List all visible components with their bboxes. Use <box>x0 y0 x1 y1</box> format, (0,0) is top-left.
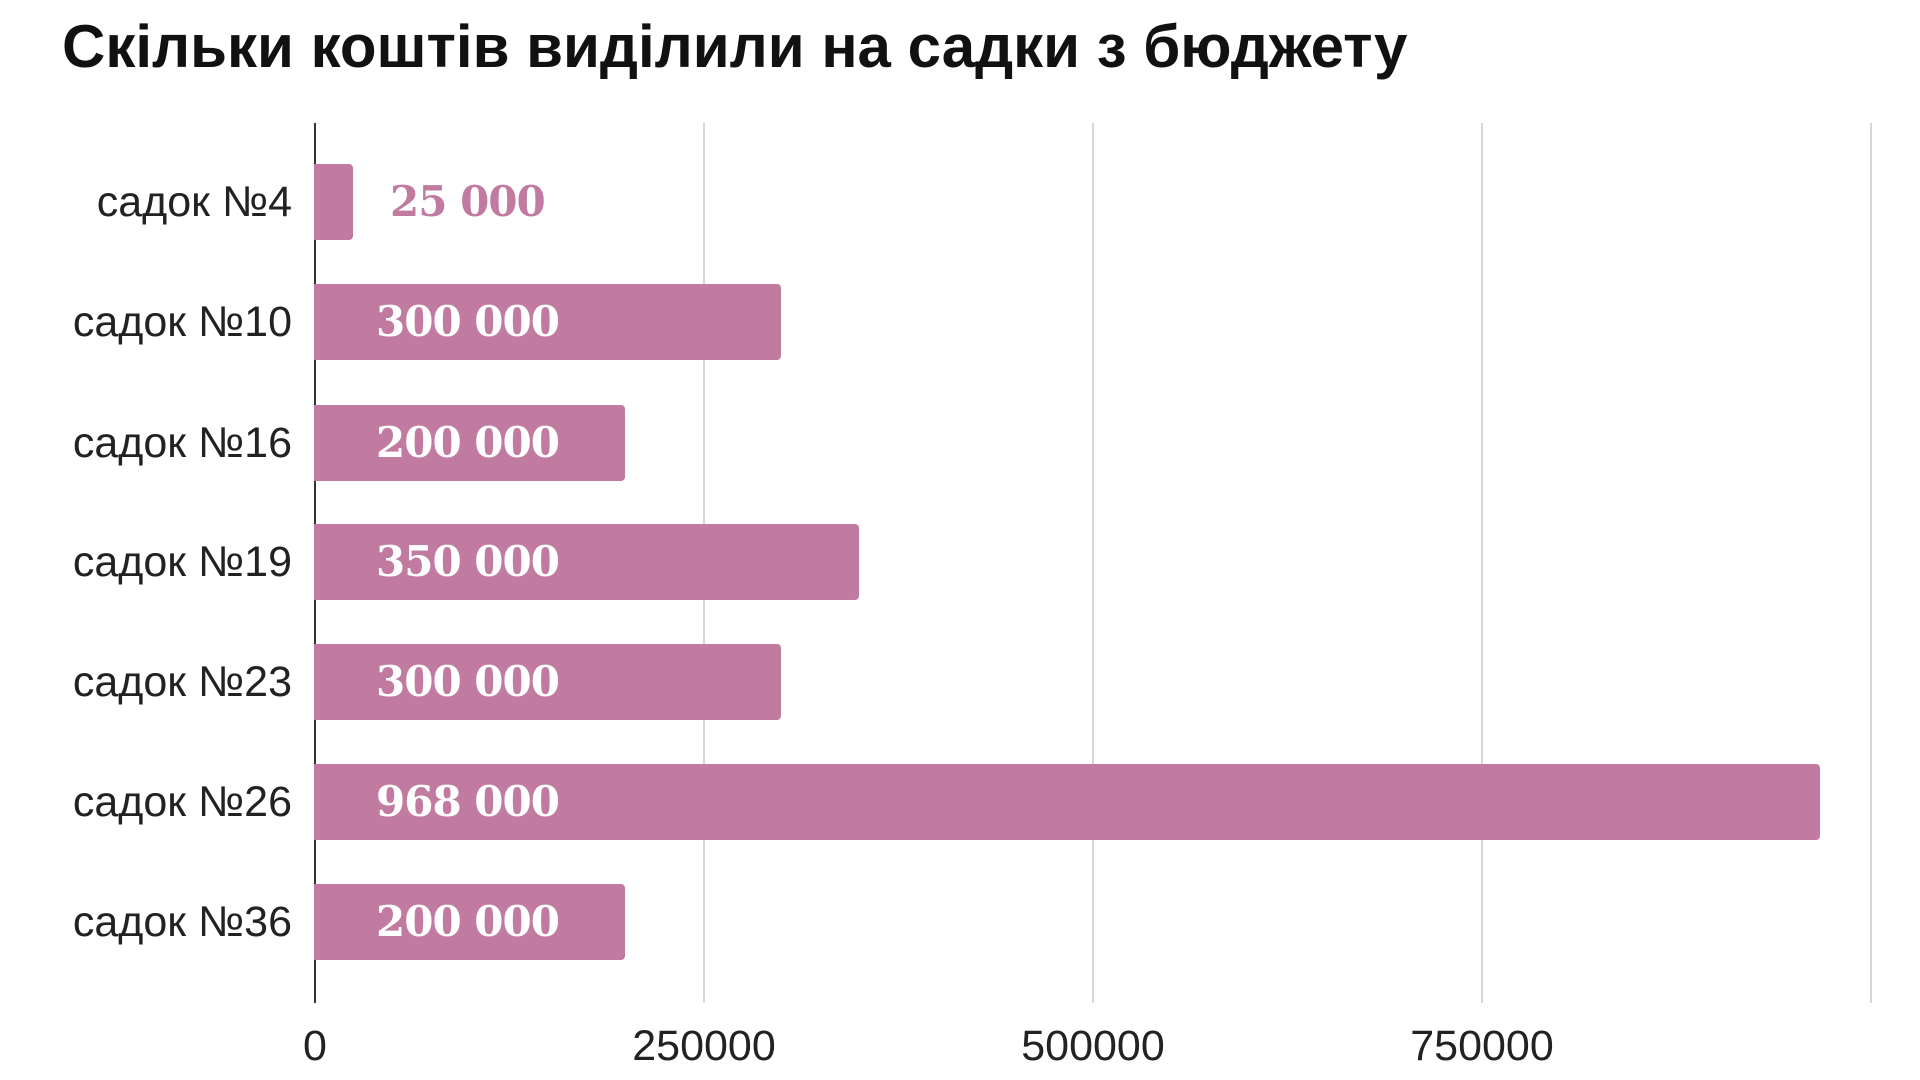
gridline <box>1092 123 1094 1003</box>
plot-area: 25 000 300 000 200 000 350 000 300 000 968 00… <box>314 123 1874 1003</box>
category-label: садок №4 <box>96 178 292 226</box>
x-tick-label: 750000 <box>1410 1022 1554 1070</box>
chart-title: Скільки коштів виділили на садки з бюдже… <box>62 13 1408 80</box>
gridline <box>1481 123 1483 1003</box>
bar-value-label: 350 000 <box>376 537 560 586</box>
bar <box>314 524 859 600</box>
bar <box>314 644 781 720</box>
x-tick-label: 250000 <box>632 1022 776 1070</box>
bar <box>314 764 1821 840</box>
bar-value-label: 968 000 <box>376 777 560 826</box>
bar <box>314 284 781 360</box>
bar-value-label: 25 000 <box>390 177 546 226</box>
category-label: садок №23 <box>72 658 292 706</box>
gridline <box>1870 123 1872 1003</box>
category-label: садок №19 <box>72 538 292 586</box>
bar-value-label: 300 000 <box>376 657 560 706</box>
category-label: садок №10 <box>72 298 292 346</box>
category-label: садок №26 <box>72 778 292 826</box>
bar <box>314 405 626 481</box>
bar-value-label: 200 000 <box>376 418 560 467</box>
bar <box>314 164 353 240</box>
x-tick-label: 0 <box>303 1022 327 1070</box>
category-label: садок №16 <box>72 419 292 467</box>
bar <box>314 884 626 960</box>
category-label: садок №36 <box>72 898 292 946</box>
bar-value-label: 200 000 <box>376 897 560 946</box>
bar-value-label: 300 000 <box>376 297 560 346</box>
x-tick-label: 500000 <box>1021 1022 1165 1070</box>
